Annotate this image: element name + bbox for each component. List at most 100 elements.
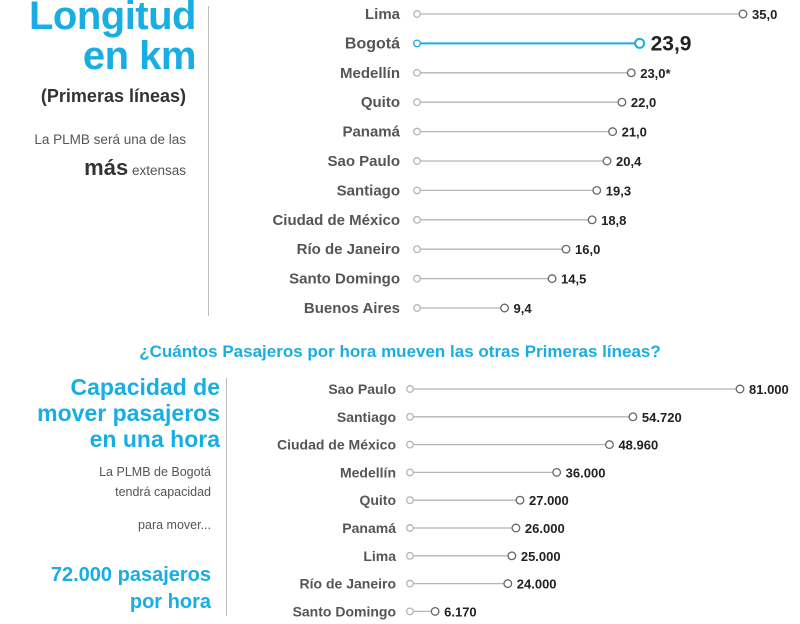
length-start-dot-panama [413,127,421,136]
length-value-label-rio-de-janeiro: 16,0 [575,242,600,257]
capacity-value-label-lima: 25.000 [521,549,561,564]
length-category-label-medellin: Medellín [340,65,400,82]
capacity-title-line3: en una hora [89,426,220,452]
length-end-dot-santo-domingo [547,274,557,284]
length-start-dot-quito [413,98,421,107]
length-category-label-lima: Lima [365,6,401,23]
length-value-label-santo-domingo: 14,5 [561,272,586,287]
capacity-value-label-panama: 26.000 [525,521,565,536]
length-end-dot-medellin [626,68,636,78]
length-value-label-lima: 35,0 [752,7,777,22]
capacity-category-label-panama: Panamá [342,520,396,536]
capacity-category-label-santiago: Santiago [337,409,396,425]
length-category-label-ciudad-de-mexico: Ciudad de México [272,212,400,229]
length-value-label-santiago: 19,3 [606,183,631,198]
capacity-end-dot-lima [507,551,517,561]
capacity-highlight: 72.000 pasajeros por hora [10,562,211,616]
capacity-category-label-santo-domingo: Santo Domingo [293,603,396,619]
length-title-line1: Longitud [28,0,197,38]
length-end-dot-lima [738,9,748,19]
length-value-label-sao-paulo: 20,4 [616,154,642,169]
length-chart-subtitle: (Primeras líneas) [40,86,186,106]
capacity-end-dot-santiago [628,412,638,422]
capacity-question-heading: ¿Cuántos Pasajeros por hora mueven las o… [139,342,661,361]
capacity-start-dot-sao-paulo [406,385,414,393]
length-end-dot-buenos-aires [500,303,510,313]
length-start-dot-rio-de-janeiro [413,245,421,254]
length-category-label-buenos-aires: Buenos Aires [304,300,400,317]
capacity-start-dot-santo-domingo [406,607,414,616]
capacity-value-label-santo-domingo: 6.170 [444,604,477,619]
length-value-label-panama: 21,0 [622,125,647,140]
length-start-dot-ciudad-de-mexico [413,215,421,224]
length-desc-tail: extensas [131,163,186,178]
capacity-category-label-ciudad-de-mexico: Ciudad de México [277,437,396,453]
length-description: La PLMB será una de las más extensas [10,126,186,185]
length-chart-title: Longitud en km [10,0,197,78]
capacity-start-dot-rio-de-janeiro [406,579,414,588]
capacity-value-label-santiago: 54.720 [642,410,682,425]
capacity-highlight-line1: 72.000 pasajeros [50,564,211,586]
length-value-label-quito: 22,0 [631,95,656,110]
length-end-dot-rio-de-janeiro [561,244,571,254]
capacity-desc-line3: para mover... [138,518,211,532]
capacity-start-dot-lima [406,551,414,560]
capacity-end-dot-quito [515,495,525,505]
capacity-desc-line2: tendrá capacidad [115,485,211,499]
capacity-end-dot-sao-paulo [735,384,745,394]
capacity-end-dot-santo-domingo [430,606,440,616]
capacity-highlight-line2: por hora [129,591,211,613]
length-value-label-buenos-aires: 9,4 [514,301,533,316]
capacity-category-label-quito: Quito [359,492,396,508]
capacity-start-dot-santiago [406,412,414,421]
length-value-label-medellin: 23,0* [640,66,671,81]
capacity-title-line2: mover pasajeros [37,400,220,426]
length-category-label-bogota: Bogotá [345,35,400,52]
length-start-dot-bogota [413,39,421,48]
length-category-label-sao-paulo: Sao Paulo [327,153,400,170]
capacity-panel-title: Capacidad de mover pasajeros en una hora [10,374,220,452]
capacity-end-dot-rio-de-janeiro [503,579,513,589]
length-category-label-quito: Quito [361,94,400,111]
length-start-dot-santiago [413,186,421,195]
length-category-label-santo-domingo: Santo Domingo [289,271,400,288]
capacity-desc-line1: La PLMB de Bogotá [99,465,211,479]
capacity-value-label-sao-paulo: 81.000 [749,382,789,397]
length-title-line2: en km [82,34,197,78]
capacity-start-dot-quito [406,496,414,505]
length-start-dot-santo-domingo [413,274,421,283]
length-end-dot-sao-paulo [602,156,612,166]
capacity-category-label-medellin: Medellín [340,464,396,480]
length-value-label-ciudad-de-mexico: 18,8 [601,213,626,228]
capacity-category-label-lima: Lima [363,548,396,564]
length-end-dot-quito [617,97,627,107]
capacity-category-label-rio-de-janeiro: Río de Janeiro [300,576,396,592]
length-start-dot-lima [413,10,421,18]
length-end-dot-santiago [592,185,602,195]
section1-divider [208,6,209,316]
capacity-value-label-medellin: 36.000 [566,465,606,480]
length-category-label-rio-de-janeiro: Río de Janeiro [297,241,400,258]
length-start-dot-medellin [413,68,421,77]
capacity-description: La PLMB de Bogotá tendrá capacidad [10,462,211,502]
length-end-dot-bogota [634,37,646,49]
length-category-label-panama: Panamá [342,124,400,141]
capacity-end-dot-panama [511,523,521,533]
capacity-start-dot-ciudad-de-mexico [406,440,414,449]
length-value-label-bogota: 23,9 [651,32,692,55]
capacity-category-label-sao-paulo: Sao Paulo [328,381,396,397]
capacity-start-dot-medellin [406,468,414,477]
capacity-end-dot-ciudad-de-mexico [605,440,614,450]
length-desc-emphasis: más [84,155,129,180]
length-start-dot-sao-paulo [413,157,421,165]
capacity-value-label-quito: 27.000 [529,493,569,508]
length-end-dot-panama [608,127,618,137]
capacity-start-dot-panama [406,524,414,532]
capacity-title-line1: Capacidad de [70,374,220,400]
length-category-label-santiago: Santiago [337,182,400,199]
capacity-value-label-ciudad-de-mexico: 48.960 [618,438,658,453]
length-desc-line1: La PLMB será una de las [34,132,186,147]
capacity-end-dot-medellin [552,467,562,477]
section2-divider [226,378,227,616]
